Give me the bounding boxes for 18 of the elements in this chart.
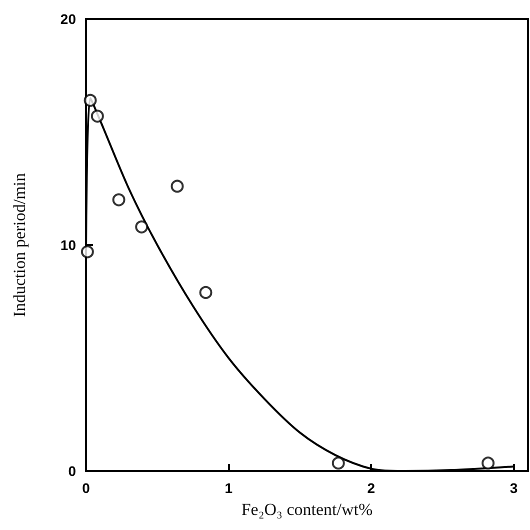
- x-tick-label: 2: [367, 480, 376, 496]
- point: [332, 456, 345, 470]
- x-tick-label: 0: [82, 480, 90, 496]
- point: [112, 193, 126, 206]
- y-axis-title: Induction period/min: [10, 172, 29, 318]
- point: [199, 286, 212, 299]
- x-tick-label: 1: [224, 480, 233, 496]
- point: [90, 110, 104, 123]
- point: [84, 94, 97, 107]
- y-tick-label: 20: [60, 11, 76, 27]
- y-tick-label: 10: [60, 237, 76, 253]
- y-tick-label: 0: [68, 463, 76, 479]
- point: [80, 245, 94, 258]
- x-axis-title: Fe₂O₃ content/wt%: [241, 500, 373, 519]
- x-tick-label: 3: [510, 480, 518, 496]
- point: [170, 180, 184, 193]
- point: [482, 456, 495, 470]
- point: [135, 220, 148, 234]
